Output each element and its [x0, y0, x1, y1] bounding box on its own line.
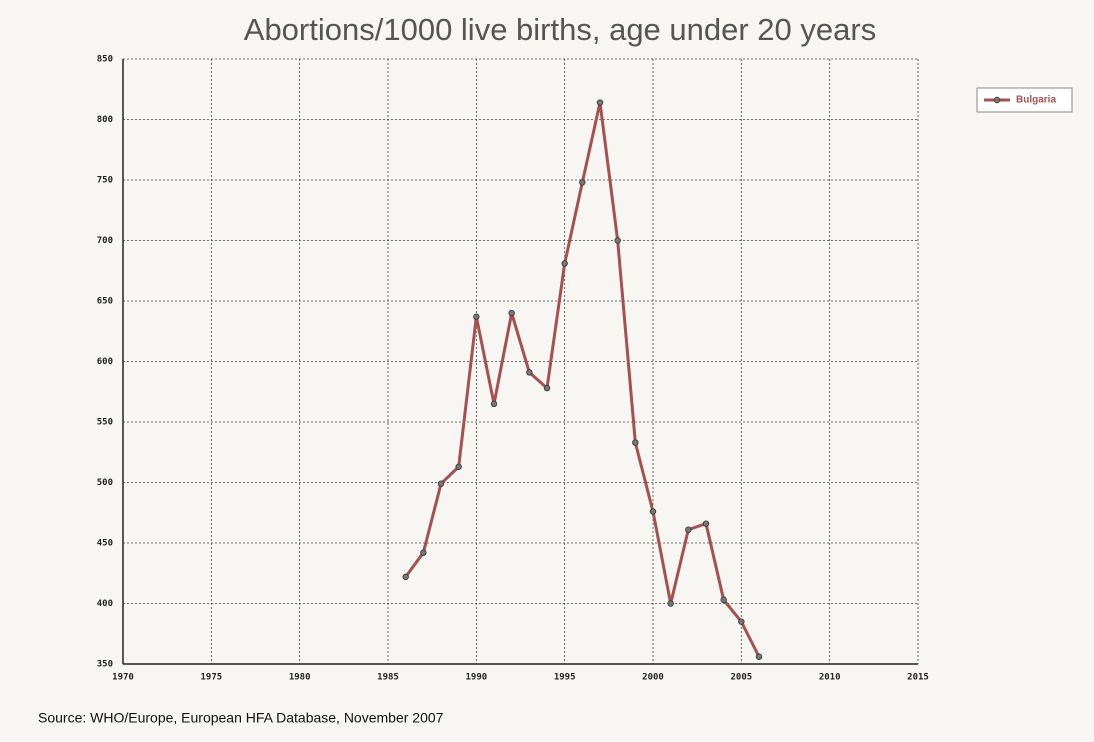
y-tick-label: 450 — [97, 539, 113, 549]
x-tick-label: 1995 — [554, 673, 576, 683]
data-point — [561, 260, 568, 267]
data-point — [614, 237, 621, 244]
y-tick-label: 600 — [97, 357, 113, 367]
y-tick-label: 750 — [97, 176, 113, 186]
data-point — [685, 526, 692, 533]
y-tick-label: 850 — [97, 55, 113, 65]
y-tick-label: 650 — [97, 297, 113, 307]
y-tick-label: 800 — [97, 115, 113, 125]
y-tick-label: 700 — [97, 236, 113, 246]
x-tick-label: 2000 — [642, 673, 664, 683]
data-point — [473, 313, 480, 320]
data-point — [632, 439, 639, 446]
y-tick-label: 400 — [97, 599, 113, 609]
legend-label: Bulgaria — [1016, 95, 1056, 106]
series-line — [404, 101, 761, 658]
source-note: Source: WHO/Europe, European HFA Databas… — [38, 710, 444, 726]
data-point — [755, 653, 763, 660]
data-point — [490, 400, 498, 408]
x-tick-label: 1980 — [289, 673, 311, 683]
data-point — [455, 463, 462, 470]
x-tick-label: 1975 — [200, 673, 222, 683]
data-point — [508, 309, 515, 317]
data-point — [720, 596, 727, 604]
x-tick-label: 2010 — [819, 673, 841, 683]
data-point — [543, 384, 551, 392]
x-tick-label: 2005 — [730, 673, 752, 683]
y-tick-label: 350 — [97, 660, 113, 670]
chart-title: Abortions/1000 live births, age under 20… — [244, 12, 876, 47]
data-point — [402, 573, 409, 581]
data-point — [437, 480, 445, 487]
y-tick-label: 550 — [97, 418, 113, 428]
data-point — [738, 618, 745, 625]
data-point — [596, 99, 604, 106]
data-point — [420, 549, 427, 556]
data-point — [526, 369, 533, 376]
legend-marker — [993, 96, 1001, 104]
data-point — [667, 600, 674, 607]
data-point — [649, 508, 657, 515]
data-point — [579, 179, 586, 186]
x-tick-label: 2015 — [907, 673, 929, 683]
y-tick-label: 500 — [97, 478, 113, 488]
x-tick-label: 1970 — [112, 673, 134, 683]
x-tick-label: 1990 — [465, 673, 487, 683]
data-point — [702, 520, 710, 527]
x-tick-label: 1985 — [377, 673, 399, 683]
